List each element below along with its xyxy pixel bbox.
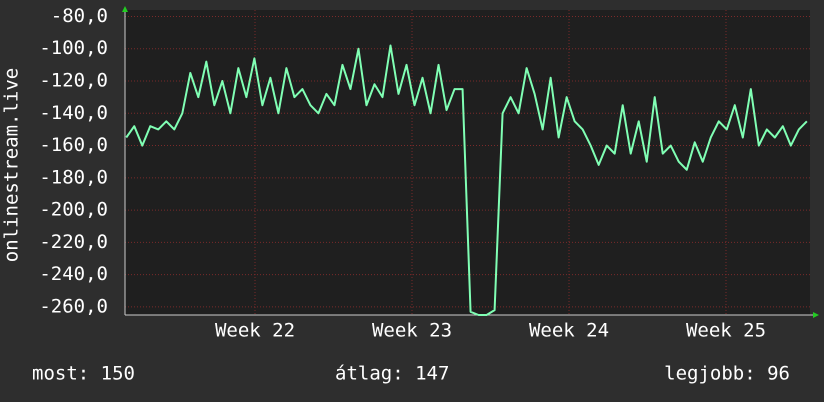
y-axis-label: onlinestream.live: [1, 68, 23, 262]
stat-average: átlag: 147: [335, 363, 449, 385]
axis-arrow: [122, 6, 128, 12]
y-tick-label: -220,0: [39, 231, 108, 253]
stat-current: most: 150: [32, 363, 135, 385]
y-tick-label: -120,0: [39, 70, 108, 92]
stat-best: legjobb: 96: [664, 363, 790, 385]
y-tick-label: -160,0: [39, 134, 108, 156]
data-line: [125, 44, 808, 316]
x-tick-label: Week 23: [372, 320, 452, 342]
y-tick-label: -260,0: [39, 295, 108, 317]
plot-area: [125, 10, 810, 315]
axis-arrow: [813, 312, 819, 318]
y-tick-label: -200,0: [39, 199, 108, 221]
y-tick-label: -100,0: [39, 37, 108, 59]
x-tick-label: Week 24: [529, 320, 609, 342]
y-tick-label: -180,0: [39, 166, 108, 188]
y-tick-label: -140,0: [39, 102, 108, 124]
x-tick-label: Week 22: [215, 320, 295, 342]
y-tick-label: -80,0: [51, 5, 108, 27]
x-tick-label: Week 25: [686, 320, 766, 342]
y-tick-label: -240,0: [39, 263, 108, 285]
